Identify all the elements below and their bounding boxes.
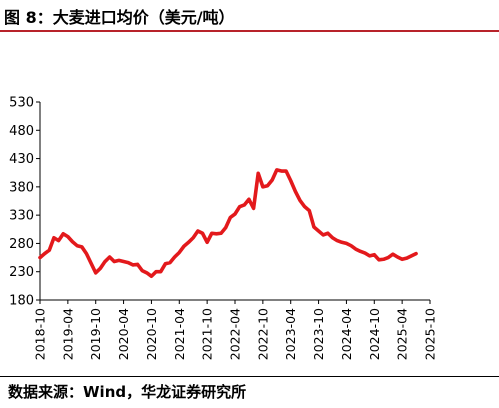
x-tick-label: 2023-04 [283, 308, 298, 360]
chart-title: 图 8：大麦进口均价（美元/吨） [4, 8, 235, 27]
data-source: 数据来源：Wind，华龙证券研究所 [8, 383, 247, 401]
x-tick-label: 2025-04 [395, 308, 410, 360]
series-line-import-price [38, 168, 418, 279]
x-tick-label: 2019-04 [60, 308, 75, 360]
y-axis: 180 230 280 330 380 430 480 530 [9, 96, 41, 309]
x-tick-label: 2025-10 [423, 308, 438, 360]
y-tick-label: 280 [9, 237, 34, 252]
x-tick-label: 2024-04 [339, 308, 354, 360]
y-tick-label: 530 [9, 96, 34, 111]
x-tick-label: 2020-04 [116, 308, 131, 360]
x-axis: 2018-10 2019-04 2019-10 2020-04 2020-10 2021-… [33, 299, 438, 360]
x-tick-label: 2021-10 [200, 308, 215, 360]
y-tick-label: 480 [9, 124, 34, 139]
source-bar: 数据来源：Wind，华龙证券研究所 [0, 376, 499, 408]
y-tick-label: 230 [9, 265, 34, 280]
y-tick-label: 180 [9, 294, 34, 309]
title-bar: 图 8：大麦进口均价（美元/吨） [0, 0, 499, 32]
y-tick-label: 430 [9, 152, 34, 167]
x-tick-label: 2019-10 [88, 308, 103, 360]
x-tick-label: 2022-04 [228, 308, 243, 360]
y-tick-label: 380 [9, 180, 34, 195]
x-tick-label: 2021-04 [172, 308, 187, 360]
x-tick-label: 2022-10 [255, 308, 270, 360]
x-tick-label: 2024-10 [367, 308, 382, 360]
x-tick-label: 2018-10 [33, 308, 48, 360]
x-tick-label: 2023-10 [311, 308, 326, 360]
y-tick-label: 330 [9, 209, 34, 224]
x-tick-label: 2020-10 [144, 308, 159, 360]
